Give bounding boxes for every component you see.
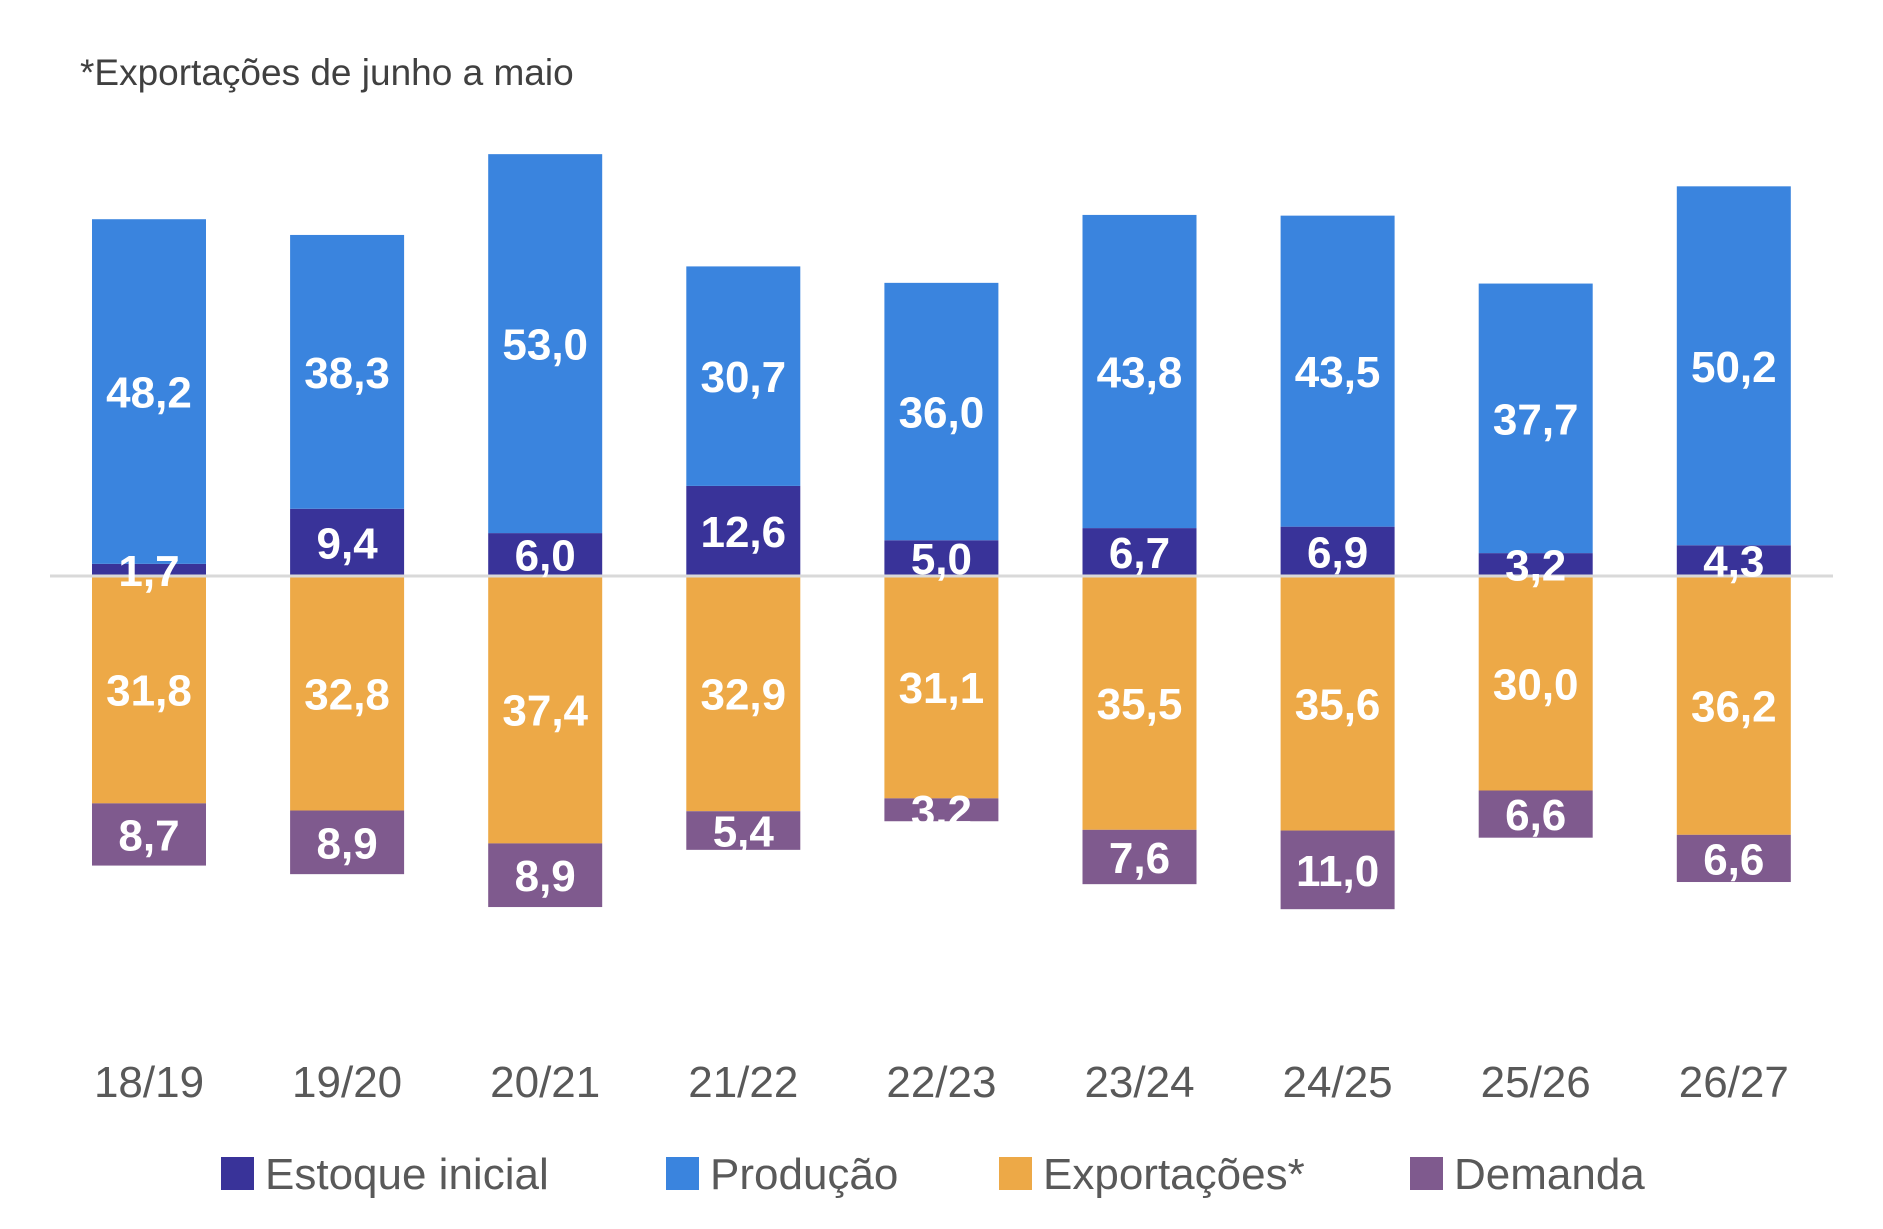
data-label-demanda-22-23: 3,2 <box>911 787 972 836</box>
data-label-estoque-inicial-20-21: 6,0 <box>515 532 576 581</box>
data-label-producao-23-24: 43,8 <box>1097 349 1183 398</box>
x-tick-label: 21/22 <box>688 1058 798 1107</box>
bar-segment-estoque-inicial-23-24 <box>1082 528 1197 576</box>
legend-label: Exportações* <box>1043 1150 1305 1199</box>
legend-item-demanda: Demanda <box>1410 1150 1645 1199</box>
data-label-producao-26-27: 50,2 <box>1691 343 1777 392</box>
data-label-demanda-20-21: 8,9 <box>515 852 576 901</box>
data-label-producao-25-26: 37,7 <box>1493 395 1579 444</box>
data-labels-group: 1,7 48,2 31,8 8,7 9,4 38,3 32,8 8,9 6,0 53,0 37,4 8… <box>106 321 1776 902</box>
data-label-estoque-inicial-21-22: 12,6 <box>700 508 786 557</box>
legend-item-estoque-inicial: Estoque inicial <box>221 1150 549 1199</box>
data-label-exportacoes-18-19: 31,8 <box>106 667 192 716</box>
legend-label: Estoque inicial <box>265 1150 549 1199</box>
x-tick-label: 19/20 <box>292 1058 402 1107</box>
bar-segment-estoque-inicial-22-23 <box>884 540 999 576</box>
data-label-exportacoes-19-20: 32,8 <box>304 670 390 719</box>
data-label-producao-19-20: 38,3 <box>304 349 390 398</box>
bar-segment-producao-24-25 <box>1280 215 1395 527</box>
bar-segment-estoque-inicial-18-19 <box>92 563 206 576</box>
bar-segment-demanda-21-22 <box>686 811 801 850</box>
x-axis-labels: 18/19 19/20 20/21 21/22 22/23 23/24 24/25 25/26… <box>94 1058 1789 1107</box>
bar-segment-estoque-inicial-21-22 <box>686 485 801 576</box>
bar-segment-demanda-25-26 <box>1478 790 1593 838</box>
data-label-demanda-24-25: 11,0 <box>1296 847 1379 896</box>
bar-segment-producao-19-20 <box>290 234 405 509</box>
bar-segment-estoque-inicial-20-21 <box>488 533 603 576</box>
bar-segment-demanda-26-27 <box>1676 834 1791 883</box>
bar-segment-producao-25-26 <box>1478 283 1593 554</box>
data-label-demanda-23-24: 7,6 <box>1109 834 1170 883</box>
bar-segment-exportacoes-22-23 <box>884 576 999 799</box>
data-label-estoque-inicial-24-25: 6,9 <box>1307 528 1368 577</box>
data-label-estoque-inicial-18-19: 1,7 <box>118 547 179 596</box>
data-label-exportacoes-23-24: 35,5 <box>1097 680 1183 729</box>
data-label-producao-18-19: 48,2 <box>106 369 192 418</box>
x-tick-label: 26/27 <box>1679 1058 1789 1107</box>
x-tick-label: 18/19 <box>94 1058 204 1107</box>
bar-segment-demanda-24-25 <box>1280 830 1395 910</box>
bar-segment-demanda-19-20 <box>290 810 405 875</box>
bar-segment-demanda-22-23 <box>884 798 999 822</box>
x-tick-label: 20/21 <box>490 1058 600 1107</box>
data-label-estoque-inicial-25-26: 3,2 <box>1505 542 1566 591</box>
legend: Estoque inicial Produção Exportações* Deman… <box>221 1150 1645 1199</box>
legend-item-exportacoes: Exportações* <box>999 1150 1305 1199</box>
data-label-exportacoes-26-27: 36,2 <box>1691 682 1777 731</box>
data-label-demanda-25-26: 6,6 <box>1505 791 1566 840</box>
data-label-estoque-inicial-19-20: 9,4 <box>317 519 379 568</box>
bar-segment-exportacoes-19-20 <box>290 576 405 811</box>
data-label-exportacoes-22-23: 31,1 <box>899 664 985 713</box>
legend-label: Produção <box>710 1150 898 1199</box>
data-label-exportacoes-24-25: 35,6 <box>1295 680 1381 729</box>
data-label-exportacoes-21-22: 32,9 <box>700 671 786 720</box>
x-tick-label: 25/26 <box>1481 1058 1591 1107</box>
legend-swatch-icon <box>1410 1157 1443 1190</box>
bar-segment-estoque-inicial-25-26 <box>1478 553 1593 576</box>
bar-segment-demanda-18-19 <box>92 803 206 866</box>
bar-segment-exportacoes-21-22 <box>686 576 801 812</box>
bar-segment-exportacoes-23-24 <box>1082 576 1197 830</box>
data-label-demanda-21-22: 5,4 <box>713 808 775 857</box>
data-label-estoque-inicial-22-23: 5,0 <box>911 535 972 584</box>
data-label-estoque-inicial-26-27: 4,3 <box>1703 538 1764 587</box>
bar-segment-estoque-inicial-26-27 <box>1676 545 1791 576</box>
bar-segment-producao-23-24 <box>1082 214 1197 529</box>
data-label-producao-20-21: 53,0 <box>502 321 588 370</box>
data-label-exportacoes-20-21: 37,4 <box>502 687 588 736</box>
bar-segment-exportacoes-26-27 <box>1676 576 1791 835</box>
data-label-producao-21-22: 30,7 <box>700 353 786 402</box>
legend-swatch-icon <box>999 1157 1032 1190</box>
legend-swatch-icon <box>221 1157 254 1190</box>
data-label-producao-24-25: 43,5 <box>1295 348 1381 397</box>
data-label-estoque-inicial-23-24: 6,7 <box>1109 529 1170 578</box>
bar-segment-producao-26-27 <box>1676 186 1791 546</box>
bars-group <box>92 154 1791 910</box>
legend-label: Demanda <box>1454 1150 1645 1199</box>
x-tick-label: 23/24 <box>1084 1058 1194 1107</box>
x-tick-label: 22/23 <box>886 1058 996 1107</box>
bar-segment-exportacoes-18-19 <box>92 576 206 804</box>
bar-segment-exportacoes-24-25 <box>1280 576 1395 831</box>
bar-segment-estoque-inicial-19-20 <box>290 508 405 576</box>
legend-swatch-icon <box>666 1157 699 1190</box>
data-label-exportacoes-25-26: 30,0 <box>1493 660 1579 709</box>
bar-segment-producao-22-23 <box>884 282 999 541</box>
chart-note: *Exportações de junho a maio <box>80 52 574 93</box>
bar-segment-exportacoes-25-26 <box>1478 576 1593 791</box>
bar-segment-producao-21-22 <box>686 266 801 486</box>
data-label-demanda-19-20: 8,9 <box>317 819 378 868</box>
data-label-demanda-26-27: 6,6 <box>1703 835 1764 884</box>
bar-segment-producao-20-21 <box>488 154 603 534</box>
bar-segment-exportacoes-20-21 <box>488 576 603 844</box>
data-label-demanda-18-19: 8,7 <box>118 811 179 860</box>
data-label-producao-22-23: 36,0 <box>899 389 985 438</box>
bar-segment-demanda-20-21 <box>488 843 603 908</box>
bar-segment-estoque-inicial-24-25 <box>1280 526 1395 576</box>
legend-item-producao: Produção <box>666 1150 898 1199</box>
bar-segment-producao-18-19 <box>92 219 206 564</box>
bar-segment-demanda-23-24 <box>1082 829 1197 885</box>
x-tick-label: 24/25 <box>1283 1058 1393 1107</box>
